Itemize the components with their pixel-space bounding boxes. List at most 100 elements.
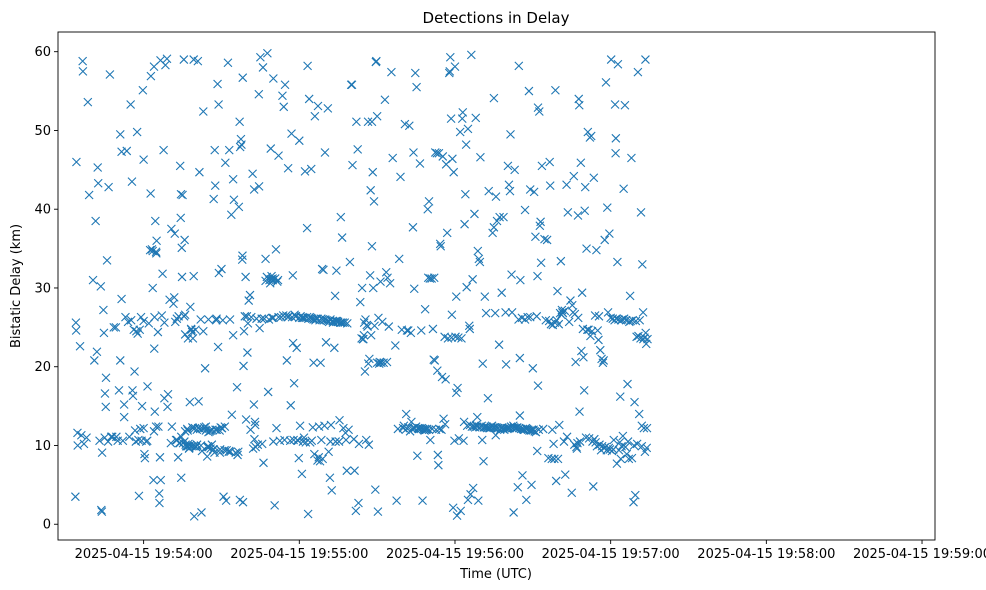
data-point-x-marker <box>404 121 414 131</box>
data-point-x-marker <box>350 466 359 476</box>
data-point-x-marker <box>630 490 640 500</box>
data-point-x-marker <box>614 445 624 455</box>
data-point-x-marker <box>186 325 196 335</box>
data-point-x-marker <box>150 216 160 226</box>
y-tick-label: 60 <box>34 45 51 60</box>
data-point-x-marker <box>489 93 499 103</box>
data-point-x-marker <box>243 348 252 357</box>
data-point-x-marker <box>409 148 418 157</box>
data-point-x-marker <box>507 307 517 317</box>
data-point-x-marker <box>286 400 296 410</box>
data-point-x-marker <box>263 48 272 58</box>
data-point-x-marker <box>598 358 608 368</box>
data-point-x-marker <box>554 319 564 329</box>
data-point-x-marker <box>76 430 86 440</box>
data-point-x-marker <box>169 293 179 302</box>
data-point-x-marker <box>384 322 394 331</box>
data-point-x-marker <box>122 146 132 156</box>
data-point-x-marker <box>285 436 295 446</box>
data-point-x-marker <box>461 140 471 150</box>
data-point-x-marker <box>571 357 581 367</box>
data-point-x-marker <box>621 442 630 452</box>
data-point-x-marker <box>100 389 110 398</box>
data-point-x-marker <box>151 248 161 258</box>
data-point-x-marker <box>416 326 426 335</box>
data-point-x-marker <box>408 222 418 232</box>
data-point-x-marker <box>274 151 283 161</box>
data-point-x-marker <box>128 391 138 401</box>
data-point-x-marker <box>495 212 505 222</box>
data-point-x-marker <box>142 436 152 446</box>
data-point-x-marker <box>361 315 370 324</box>
data-point-x-marker <box>523 312 533 322</box>
x-tick-label: 2025-04-15 19:57:00 <box>542 547 680 562</box>
data-point-x-marker <box>93 163 103 172</box>
data-point-x-marker <box>354 498 363 508</box>
data-point-x-marker <box>159 318 169 328</box>
data-point-x-marker <box>272 277 282 287</box>
data-point-x-marker <box>313 456 322 465</box>
x-tick-label: 2025-04-15 19:55:00 <box>230 547 368 562</box>
data-point-x-marker <box>418 496 427 506</box>
data-point-x-marker <box>294 136 304 146</box>
data-point-x-marker <box>282 356 292 365</box>
data-point-x-marker <box>364 440 374 450</box>
data-point-x-marker <box>601 78 611 87</box>
data-point-x-marker <box>224 145 234 155</box>
data-point-x-marker <box>513 482 523 492</box>
data-point-x-marker <box>319 265 328 275</box>
data-point-x-marker <box>139 316 149 326</box>
data-point-x-marker <box>454 434 464 443</box>
data-point-x-marker <box>363 322 372 331</box>
data-point-x-marker <box>370 321 379 331</box>
data-point-x-marker <box>367 241 377 251</box>
data-point-x-marker <box>381 267 391 277</box>
data-point-x-marker <box>238 497 248 507</box>
data-point-x-marker <box>547 454 557 464</box>
data-point-x-marker <box>630 397 639 407</box>
data-point-x-marker <box>289 378 299 388</box>
data-point-x-marker <box>329 343 339 353</box>
data-point-x-marker <box>263 387 273 397</box>
data-point-x-marker <box>266 144 276 153</box>
data-point-x-marker <box>292 343 302 353</box>
data-point-x-marker <box>99 305 108 315</box>
data-point-x-marker <box>255 52 265 62</box>
data-point-x-marker <box>394 254 404 264</box>
data-point-x-marker <box>501 359 511 369</box>
data-point-x-marker <box>342 319 352 328</box>
data-point-x-marker <box>197 508 206 517</box>
data-point-x-marker <box>342 466 352 476</box>
data-point-x-marker <box>218 315 228 325</box>
data-point-x-marker <box>388 153 398 163</box>
data-point-x-marker <box>488 228 497 238</box>
data-point-x-marker <box>191 442 201 452</box>
data-point-x-marker <box>119 412 129 422</box>
data-point-x-marker <box>115 356 125 365</box>
data-point-x-marker <box>288 270 298 280</box>
data-point-x-marker <box>241 272 250 282</box>
data-point-x-marker <box>345 257 355 267</box>
data-point-x-marker <box>574 100 584 110</box>
data-point-x-marker <box>88 275 98 285</box>
data-point-x-marker <box>474 254 484 264</box>
data-point-x-marker <box>492 216 502 226</box>
data-point-x-marker <box>150 407 160 417</box>
data-point-x-marker <box>456 506 466 516</box>
data-point-x-marker <box>353 144 363 154</box>
data-point-x-marker <box>344 425 353 435</box>
data-point-x-marker <box>602 203 612 213</box>
data-point-x-marker <box>577 288 587 298</box>
data-point-x-marker <box>174 438 184 448</box>
data-point-x-marker <box>148 283 158 293</box>
data-point-x-marker <box>636 207 646 217</box>
data-point-x-marker <box>560 306 570 316</box>
data-point-x-marker <box>198 107 208 116</box>
data-point-x-marker <box>525 185 535 194</box>
data-point-x-marker <box>294 453 304 463</box>
data-point-x-marker <box>198 326 208 336</box>
data-point-x-marker <box>458 107 468 117</box>
data-point-x-marker <box>196 441 206 450</box>
data-point-x-marker <box>261 254 270 264</box>
